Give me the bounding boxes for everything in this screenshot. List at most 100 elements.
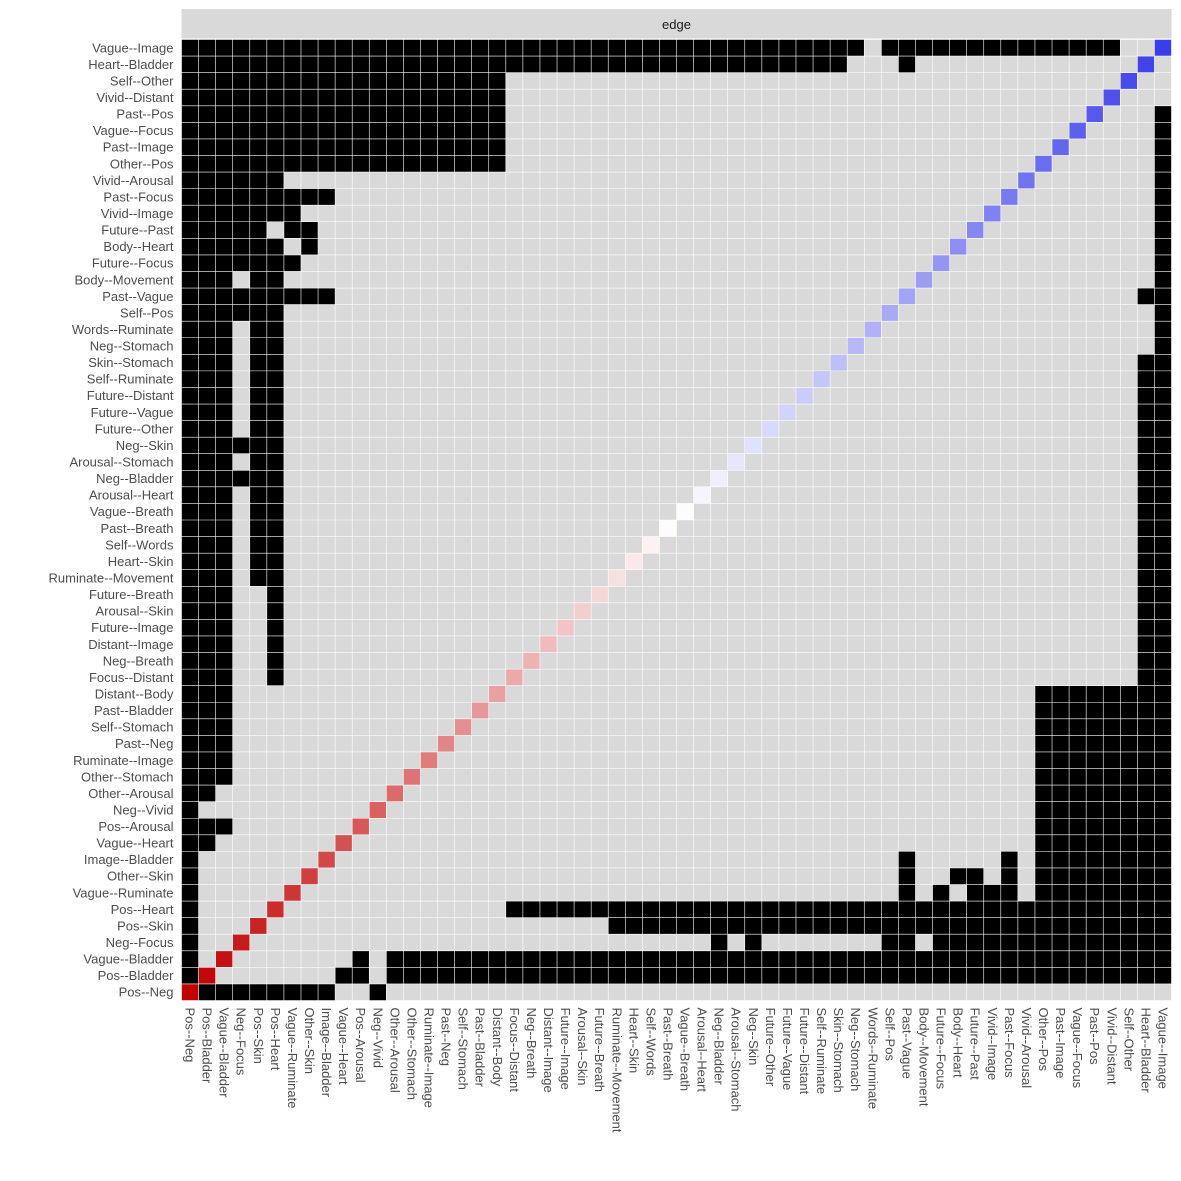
heatmap-cell-on: [181, 652, 199, 670]
y-tick-label: Neg--Stomach: [90, 339, 174, 354]
heatmap-cell-on: [215, 288, 233, 305]
heatmap-diagonal-cell: [847, 337, 865, 355]
heatmap-cell-on: [1154, 155, 1172, 173]
y-tick-label: Other--Pos: [110, 156, 174, 171]
heatmap-cell-on: [300, 188, 319, 206]
heatmap-cell-on: [266, 486, 284, 504]
y-tick-label: Future--Distant: [87, 388, 174, 403]
heatmap-cell-on: [266, 553, 284, 570]
heatmap-cell-on: [471, 72, 489, 90]
heatmap-cell-on: [932, 934, 950, 951]
heatmap-cell-on: [215, 983, 233, 1001]
heatmap-cell-on: [266, 271, 284, 289]
heatmap-cell-on: [283, 254, 301, 272]
y-tick-label: Pos--Skin: [117, 918, 173, 933]
heatmap-cell-on: [335, 39, 353, 57]
heatmap-cell-on: [847, 950, 865, 968]
heatmap-cell-on: [283, 983, 301, 1001]
heatmap-cell-on: [198, 453, 216, 471]
heatmap-cell-on: [471, 39, 489, 57]
heatmap-cell-on: [574, 56, 592, 73]
heatmap-cell-on: [778, 39, 796, 57]
heatmap-cell-on: [778, 950, 796, 968]
heatmap-cell-on: [1154, 735, 1172, 752]
heatmap-cell-on: [181, 288, 199, 305]
heatmap-cell-on: [437, 122, 455, 139]
heatmap-cell-on: [249, 404, 267, 421]
heatmap-cell-on: [181, 105, 199, 123]
x-tick-label: Words--Ruminate: [865, 1008, 880, 1110]
heatmap-cell-on: [249, 105, 267, 123]
heatmap-cell-on: [454, 56, 472, 73]
heatmap-cell-on: [1137, 288, 1155, 305]
heatmap-cell-on: [642, 967, 660, 984]
heatmap-cell-on: [386, 89, 404, 106]
heatmap-cell-on: [198, 520, 216, 537]
heatmap-cell-on: [1034, 702, 1053, 719]
heatmap-cell-on: [420, 122, 438, 139]
heatmap-cell-on: [932, 901, 950, 918]
heatmap-cell-on: [744, 917, 762, 935]
heatmap-cell-on: [625, 950, 643, 968]
heatmap-cell-on: [1120, 702, 1138, 719]
heatmap-cell-on: [198, 718, 216, 736]
y-tick-label: Ruminate--Movement: [49, 570, 174, 585]
y-tick-label: Future--Breath: [89, 587, 174, 602]
heatmap-cell-on: [249, 238, 267, 255]
heatmap-diagonal-cell: [625, 553, 643, 570]
x-tick-label: Self--Stomach: [456, 1008, 471, 1090]
heatmap-diagonal-cell: [437, 735, 455, 752]
heatmap-cell-on: [181, 238, 199, 255]
heatmap-cell-on: [266, 470, 284, 487]
heatmap-cell-on: [181, 718, 199, 736]
heatmap-cell-on: [249, 453, 267, 471]
y-tick-label: Vague--Bladder: [83, 952, 174, 967]
heatmap-cell-on: [881, 950, 899, 968]
heatmap-cell-on: [198, 751, 216, 769]
heatmap-cell-on: [335, 122, 353, 139]
heatmap-cell-on: [539, 56, 558, 73]
heatmap-cell-on: [420, 138, 438, 156]
heatmap-cell-on: [813, 39, 831, 57]
heatmap-cell-on: [454, 39, 472, 57]
heatmap-cell-on: [1034, 685, 1053, 703]
heatmap-cell-on: [266, 602, 284, 620]
y-tick-label: Focus--Distant: [89, 670, 174, 685]
heatmap-cell-on: [266, 56, 284, 73]
heatmap-cell-on: [198, 56, 216, 73]
heatmap-cell-on: [1154, 238, 1172, 255]
heatmap-cell-on: [778, 901, 796, 918]
x-tick-label: Ruminate--Image: [422, 1008, 437, 1108]
heatmap-cell-on: [335, 72, 353, 90]
heatmap-cell-on: [352, 89, 370, 106]
heatmap-cell-on: [232, 288, 250, 305]
heatmap-cell-on: [642, 917, 660, 935]
heatmap-cell-on: [181, 453, 199, 471]
heatmap-cell-on: [403, 56, 421, 73]
heatmap-cell-on: [505, 56, 523, 73]
heatmap-cell-on: [915, 901, 933, 918]
heatmap-diagonal-cell: [403, 768, 421, 786]
heatmap-cell-on: [1154, 221, 1172, 239]
heatmap-cell-on: [198, 238, 216, 255]
x-axis-tick-labels: Pos--Neg Pos--Bladder Vague--Bladder Neg--F…: [183, 1008, 1171, 1133]
heatmap-cell-on: [1154, 801, 1172, 819]
heatmap-diagonal-cell: [300, 867, 319, 885]
heatmap-cell-on: [266, 354, 284, 371]
heatmap-cell-on: [949, 39, 967, 57]
heatmap-cell-on: [795, 950, 814, 968]
heatmap-cell-on: [1120, 818, 1138, 835]
heatmap-cell-on: [505, 39, 523, 57]
heatmap-cell-on: [181, 503, 199, 520]
heatmap-cell-on: [369, 56, 387, 73]
heatmap-cell-on: [659, 967, 677, 984]
heatmap-cell-on: [881, 917, 899, 935]
x-tick-label: Neg--Bladder: [712, 1008, 727, 1086]
heatmap-cell-on: [1137, 801, 1155, 819]
heatmap-cell-on: [488, 105, 506, 123]
y-tick-label: Past--Neg: [115, 736, 174, 751]
heatmap-cell-on: [181, 917, 199, 935]
heatmap-cell-on: [181, 619, 199, 636]
heatmap-diagonal-cell: [471, 702, 489, 719]
heatmap-cell-on: [369, 138, 387, 156]
